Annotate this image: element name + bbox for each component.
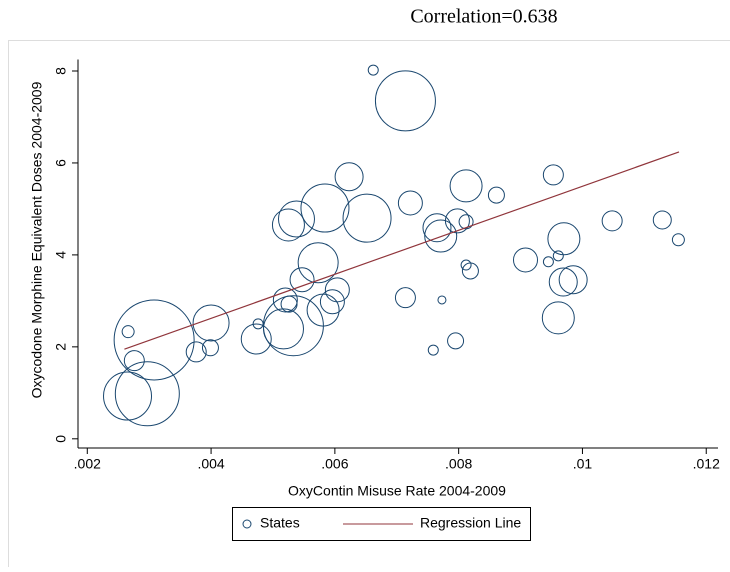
legend-label: Regression Line xyxy=(420,515,521,531)
bubble xyxy=(335,163,363,191)
bubble xyxy=(395,288,415,308)
x-tick-label: .006 xyxy=(321,456,348,472)
bubble xyxy=(114,300,194,380)
y-tick-label: 8 xyxy=(53,67,69,75)
bubble xyxy=(543,165,563,185)
bubble xyxy=(263,309,303,349)
bubble xyxy=(559,266,587,294)
y-tick-label: 0 xyxy=(53,435,69,443)
y-tick-label: 4 xyxy=(53,251,69,259)
bubble xyxy=(428,345,438,355)
bubble xyxy=(368,65,378,75)
y-tick-label: 6 xyxy=(53,159,69,167)
bubble xyxy=(542,302,574,334)
bubble xyxy=(462,263,478,279)
bubble xyxy=(278,201,314,237)
regression-line xyxy=(124,152,679,349)
bubble xyxy=(298,243,338,283)
bubble xyxy=(301,184,349,232)
bubble xyxy=(672,234,684,246)
x-axis-label: OxyContin Misuse Rate 2004-2009 xyxy=(288,483,506,499)
bubble xyxy=(488,187,504,203)
y-tick-label: 2 xyxy=(53,343,69,351)
bubble xyxy=(124,351,144,371)
bubble xyxy=(602,211,622,231)
legend-label: States xyxy=(260,515,300,531)
bubble xyxy=(115,362,179,426)
bubble xyxy=(450,170,482,202)
bubble xyxy=(438,296,446,304)
x-tick-label: .01 xyxy=(573,456,593,472)
bubble xyxy=(549,268,577,296)
bubble xyxy=(548,223,580,255)
bubble xyxy=(375,71,435,131)
y-axis-label: Oxycodone Morphine Equivalent Doses 2004… xyxy=(29,81,45,398)
bubble xyxy=(543,257,553,267)
bubble xyxy=(398,191,422,215)
x-tick-label: .002 xyxy=(74,456,101,472)
bubble xyxy=(343,194,391,242)
bubble xyxy=(448,333,464,349)
bubble xyxy=(459,215,473,229)
x-tick-label: .012 xyxy=(693,456,720,472)
bubble xyxy=(290,268,314,292)
chart-title: Correlation=0.638 xyxy=(410,6,557,28)
bubble xyxy=(653,211,671,229)
bubble xyxy=(122,326,134,338)
bubble xyxy=(272,209,304,241)
x-tick-label: .008 xyxy=(445,456,472,472)
bubble xyxy=(514,248,538,272)
x-tick-label: .004 xyxy=(197,456,224,472)
